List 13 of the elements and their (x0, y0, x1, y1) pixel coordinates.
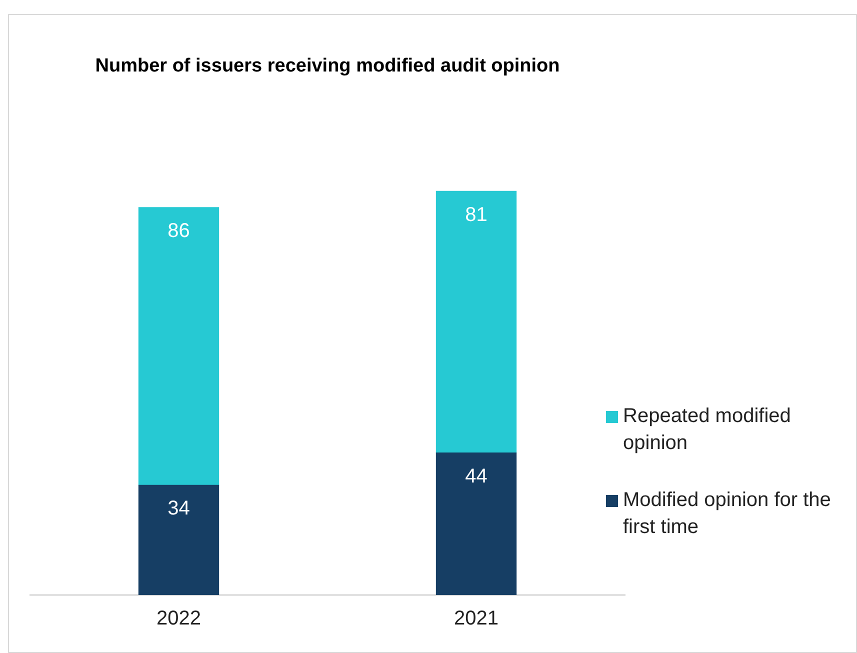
bar (436, 190, 517, 454)
data-label: 86 (168, 220, 190, 242)
x-tick-label: 2022 (156, 608, 201, 630)
data-label: 81 (465, 204, 488, 226)
chart-title: Number of issuers receiving modified audit opinion (95, 56, 560, 77)
data-label: 44 (465, 465, 488, 488)
bar (436, 452, 517, 595)
bar (138, 207, 220, 486)
data-label: 34 (168, 498, 190, 520)
bar (138, 484, 220, 595)
x-tick-label: 2021 (454, 608, 498, 630)
legend-label: Repeated modified opinion (623, 404, 792, 456)
legend-label: Modified opinion for the first time (623, 488, 832, 540)
